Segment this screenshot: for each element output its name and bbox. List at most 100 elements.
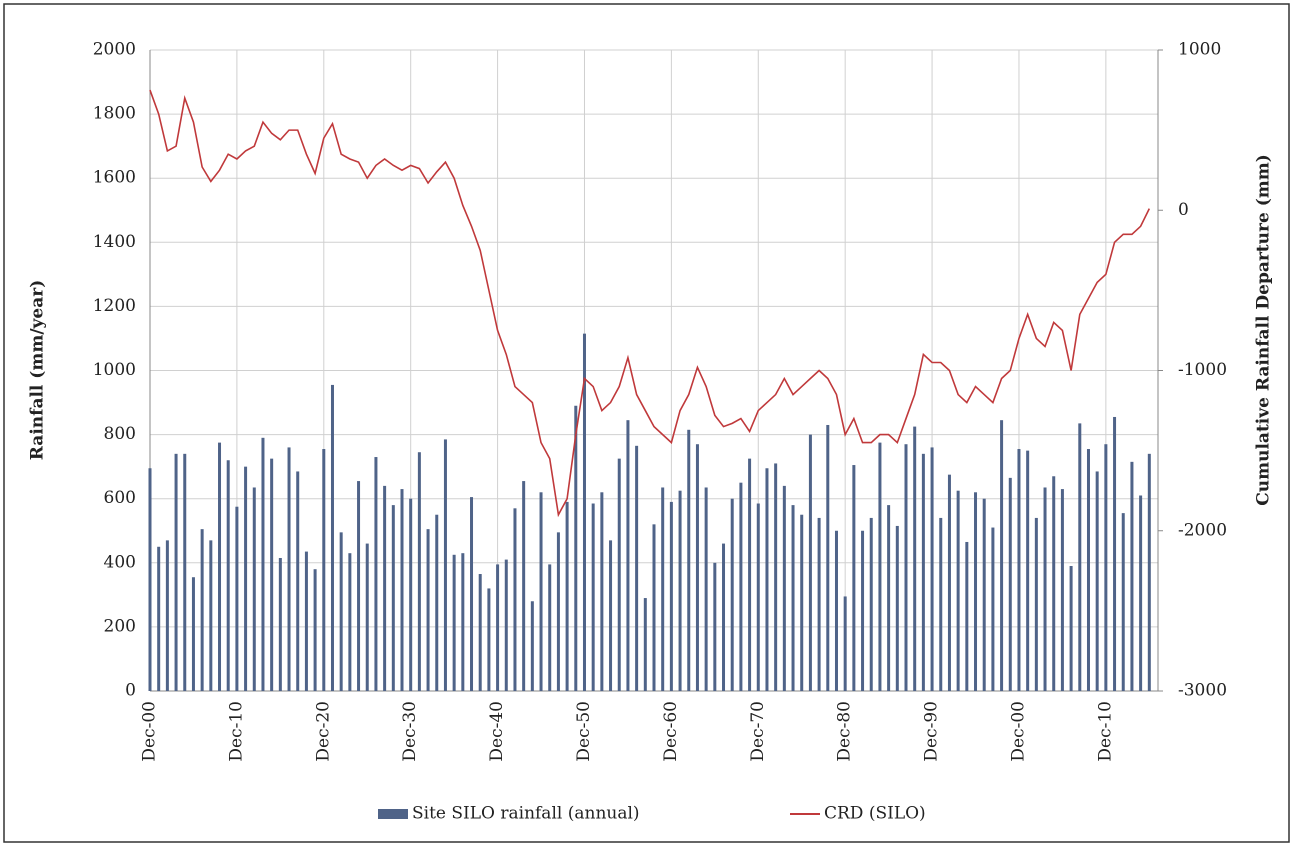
bar	[782, 485, 786, 691]
bar	[574, 405, 578, 691]
bar	[1139, 495, 1143, 691]
bar	[895, 525, 899, 691]
y2-tick-label: 1000	[1178, 40, 1221, 60]
bar	[461, 553, 465, 691]
bar	[1104, 444, 1108, 691]
x-tick-label: Dec-00	[140, 701, 160, 762]
bar	[730, 498, 734, 691]
bar	[878, 442, 882, 691]
bar	[991, 527, 995, 691]
bar	[209, 540, 213, 691]
y-tick-label: 200	[104, 616, 136, 636]
bar	[443, 439, 447, 691]
bar	[1078, 423, 1082, 691]
legend-swatch	[378, 809, 408, 819]
x-tick-label: Dec-10	[226, 701, 246, 762]
bar	[1000, 420, 1004, 691]
bar	[165, 540, 169, 691]
legend-label: CRD (SILO)	[824, 804, 926, 824]
bar	[817, 517, 821, 691]
y-tick-label: 800	[104, 424, 136, 444]
bar	[591, 503, 595, 691]
x-tick-label: Dec-80	[835, 701, 855, 762]
bar	[539, 492, 543, 691]
bar	[904, 444, 908, 691]
x-tick-label: Dec-70	[748, 701, 768, 762]
bar	[496, 564, 500, 691]
x-tick-label: Dec-90	[922, 701, 942, 762]
y2-tick-label: -1000	[1178, 360, 1227, 380]
bar	[235, 506, 239, 691]
bar	[252, 487, 256, 691]
bar	[765, 468, 769, 691]
y-tick-label: 1800	[93, 104, 136, 124]
bar	[470, 497, 474, 691]
bar	[982, 498, 986, 691]
bar	[1113, 416, 1117, 691]
bar	[774, 463, 778, 691]
bar	[695, 444, 699, 691]
y-tick-label: 1200	[93, 296, 136, 316]
bar	[887, 505, 891, 691]
x-tick-label: Dec-40	[487, 701, 507, 762]
bar	[200, 529, 204, 691]
bar	[582, 333, 586, 691]
bar	[1034, 517, 1038, 691]
x-tick-label: Dec-00	[1008, 701, 1028, 762]
frame	[3, 3, 1290, 843]
bar	[843, 596, 847, 691]
bar	[791, 505, 795, 691]
y2-axis-title: Cumulative Rainfall Departure (mm)	[1254, 154, 1274, 506]
bar	[374, 457, 378, 691]
bar	[921, 453, 925, 691]
bar	[704, 487, 708, 691]
bar	[548, 564, 552, 691]
bar	[1069, 566, 1073, 691]
bar	[244, 466, 248, 691]
y-tick-label: 1400	[93, 232, 136, 252]
x-tick-label: Dec-10	[1095, 701, 1115, 762]
bar	[609, 540, 613, 691]
bar	[1130, 461, 1134, 691]
bar	[1052, 476, 1056, 691]
bar	[1086, 449, 1090, 691]
bar	[643, 598, 647, 691]
bar	[1026, 450, 1030, 691]
y-tick-label: 400	[104, 552, 136, 572]
bar	[834, 530, 838, 691]
bar	[218, 442, 222, 691]
bar	[287, 447, 291, 691]
bar	[174, 453, 178, 691]
bar	[748, 458, 752, 691]
bar	[417, 452, 421, 691]
bar	[600, 492, 604, 691]
bar	[1060, 489, 1064, 691]
bar	[687, 429, 691, 691]
bar	[226, 460, 230, 691]
bar	[565, 501, 569, 691]
line	[149, 89, 1151, 518]
x-tick-label: Dec-60	[661, 701, 681, 762]
bar	[313, 569, 317, 691]
bar	[669, 501, 673, 691]
bar	[278, 557, 282, 691]
bar	[800, 514, 804, 691]
bar	[322, 449, 326, 691]
bar	[1121, 513, 1125, 691]
bar	[357, 481, 361, 691]
bar	[1095, 471, 1099, 691]
bar	[365, 543, 369, 691]
bar	[939, 517, 943, 691]
y-tick-label: 0	[125, 681, 136, 701]
bar	[617, 458, 621, 691]
bar	[409, 498, 413, 691]
bar	[652, 524, 656, 691]
bar	[713, 562, 717, 691]
bar	[435, 514, 439, 691]
bar	[739, 482, 743, 691]
bar	[452, 554, 456, 691]
bar	[826, 424, 830, 691]
bar	[974, 492, 978, 691]
bar	[756, 503, 760, 691]
